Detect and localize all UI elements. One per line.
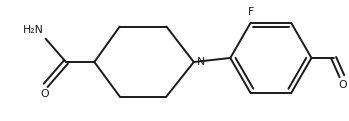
Text: H₂N: H₂N [23,25,44,35]
Text: N: N [197,57,205,67]
Text: O: O [339,80,347,90]
Text: O: O [40,89,49,99]
Text: F: F [247,7,254,17]
